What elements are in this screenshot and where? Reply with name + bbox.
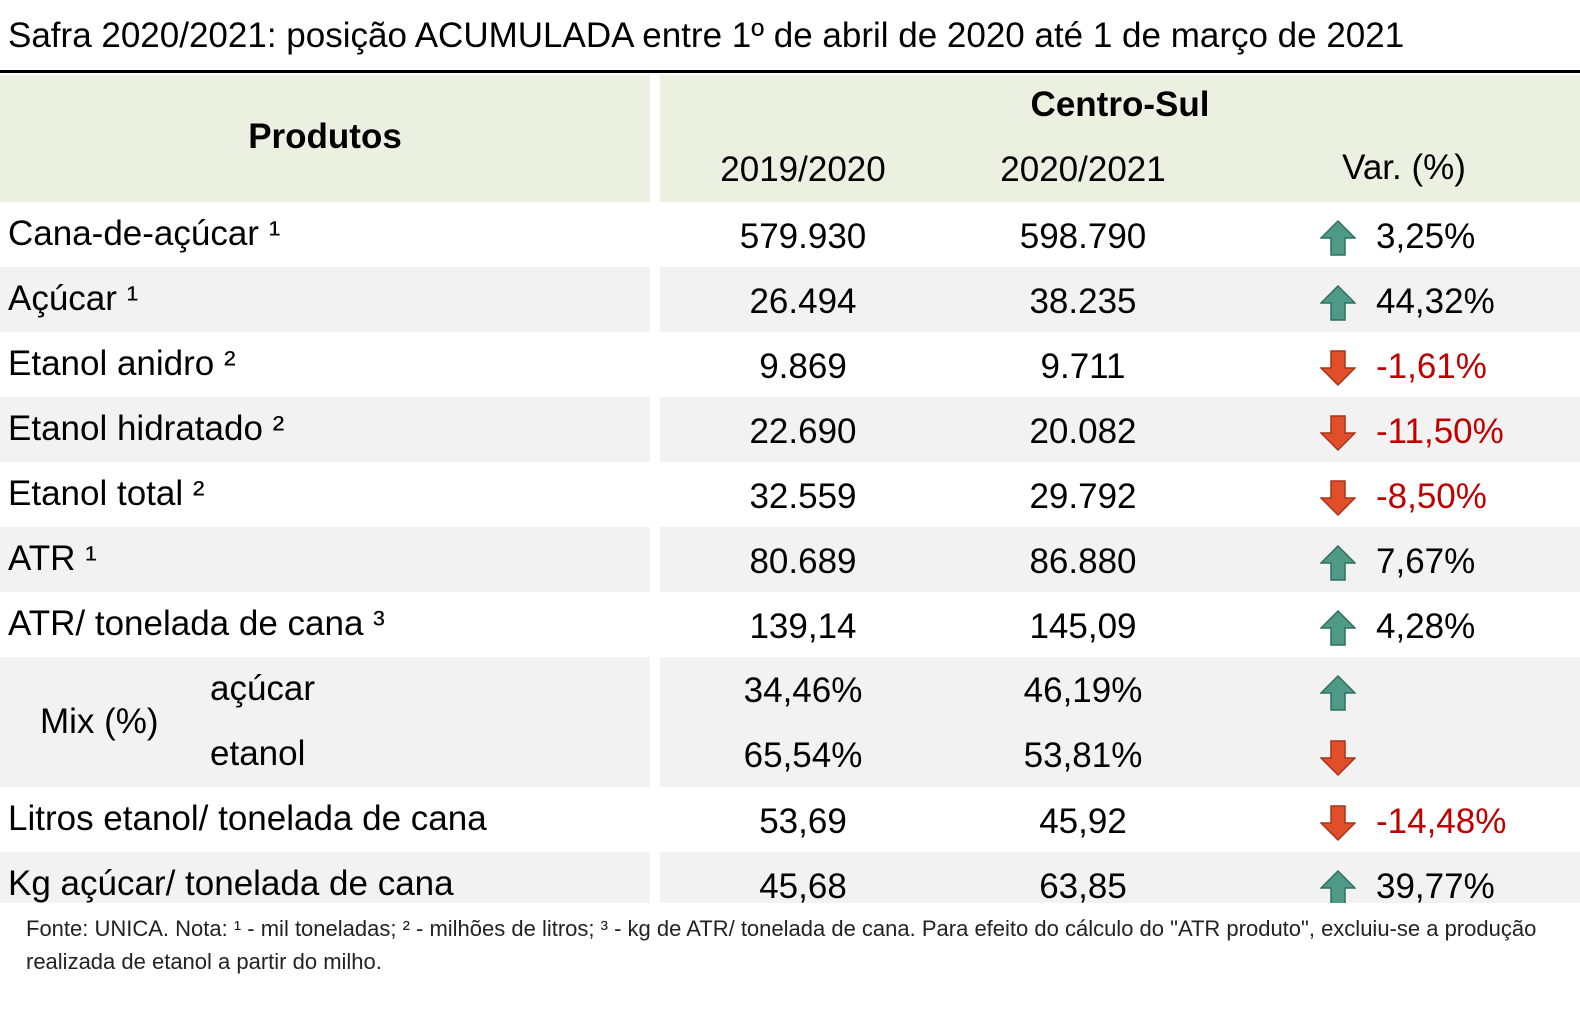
title-divider	[0, 70, 1580, 73]
row-value-2019-2020: 9.869	[759, 347, 847, 386]
header-region: Centro-Sul	[1030, 85, 1210, 124]
row-bg-left	[0, 267, 650, 332]
row-variation: -14,48%	[1376, 802, 1507, 841]
row-value-2020-2021: 63,85	[1039, 867, 1127, 903]
row-value-2020-2021: 20.082	[1029, 412, 1137, 451]
arrow-down-icon	[1320, 480, 1356, 516]
header-centro-sul-cell	[660, 75, 1580, 202]
row-value-2020-2021: 598.790	[1019, 217, 1147, 256]
arrow-up-icon	[1320, 285, 1356, 321]
arrow-down-icon	[1320, 415, 1356, 451]
row-value-2019-2020: 22.690	[749, 412, 857, 451]
row-variation: 3,25%	[1376, 217, 1476, 256]
arrow-up-icon	[1320, 870, 1356, 903]
row-bg-right	[660, 397, 1580, 462]
mix-value-2020-2021: 46,19%	[1023, 671, 1143, 710]
row-label: Litros etanol/ tonelada de cana	[8, 799, 487, 838]
arrow-up-icon	[1320, 545, 1356, 581]
data-table: Produtos Centro-Sul 2019/2020 2020/2021 Var.…	[0, 75, 1580, 903]
row-label: Etanol anidro ²	[8, 344, 236, 383]
row-variation: -1,61%	[1376, 347, 1487, 386]
row-variation: 39,77%	[1376, 867, 1495, 903]
page-title: Safra 2020/2021: posição ACUMULADA entre…	[8, 16, 1405, 55]
row-label: Cana-de-açúcar ¹	[8, 214, 281, 253]
header-produtos: Produtos	[248, 117, 402, 156]
arrow-down-icon	[1320, 740, 1356, 776]
row-value-2020-2021: 86.880	[1029, 542, 1137, 581]
header-produtos-cell	[0, 75, 650, 202]
row-value-2020-2021: 9.711	[1040, 347, 1126, 386]
row-value-2019-2020: 53,69	[759, 802, 847, 841]
row-variation: -11,50%	[1376, 412, 1504, 451]
arrow-up-icon	[1320, 220, 1356, 256]
row-label: Kg açúcar/ tonelada de cana	[8, 864, 454, 903]
row-bg-left	[0, 397, 650, 462]
mix-sub-label-etanol: etanol	[210, 734, 306, 773]
row-label: Açúcar ¹	[8, 279, 139, 318]
row-bg-left	[0, 527, 650, 592]
row-label: ATR ¹	[8, 539, 97, 578]
arrow-down-icon	[1320, 350, 1356, 386]
row-label: ATR/ tonelada de cana ³	[8, 604, 385, 643]
arrow-up-icon	[1320, 675, 1356, 711]
row-value-2020-2021: 145,09	[1029, 607, 1137, 646]
arrow-down-icon	[1320, 805, 1356, 841]
header-col-2020-2021: 2020/2021	[1000, 150, 1166, 189]
row-value-2020-2021: 29.792	[1029, 477, 1137, 516]
row-value-2019-2020: 26.494	[749, 282, 857, 321]
footnote: Fonte: UNICA. Nota: ¹ - mil toneladas; ²…	[26, 916, 1537, 974]
row-bg-left	[0, 852, 650, 903]
row-value-2019-2020: 32.559	[749, 477, 857, 516]
row-variation: -8,50%	[1376, 477, 1487, 516]
mix-bg-left	[0, 657, 650, 787]
row-value-2019-2020: 139,14	[749, 607, 857, 646]
mix-sub-label-acucar: açúcar	[210, 669, 316, 708]
mix-value-2020-2021: 53,81%	[1023, 736, 1143, 775]
row-variation: 7,67%	[1376, 542, 1476, 581]
row-value-2019-2020: 45,68	[759, 867, 847, 903]
row-label: Etanol total ²	[8, 474, 205, 513]
arrow-up-icon	[1320, 610, 1356, 646]
header-col-var: Var. (%)	[1342, 148, 1466, 187]
row-bg-right	[660, 527, 1580, 592]
row-bg-right	[660, 852, 1580, 903]
mix-label: Mix (%)	[40, 702, 159, 741]
mix-value-2019-2020: 34,46%	[743, 671, 863, 710]
row-variation: 44,32%	[1376, 282, 1495, 321]
mix-bg-right	[660, 657, 1580, 787]
row-value-2019-2020: 80.689	[749, 542, 857, 581]
row-value-2020-2021: 45,92	[1039, 802, 1127, 841]
row-value-2019-2020: 579.930	[739, 217, 867, 256]
row-label: Etanol hidratado ²	[8, 409, 285, 448]
header-col-2019-2020: 2019/2020	[720, 150, 886, 189]
row-bg-right	[660, 267, 1580, 332]
row-variation: 4,28%	[1376, 607, 1476, 646]
mix-value-2019-2020: 65,54%	[743, 736, 863, 775]
row-value-2020-2021: 38.235	[1029, 282, 1137, 321]
